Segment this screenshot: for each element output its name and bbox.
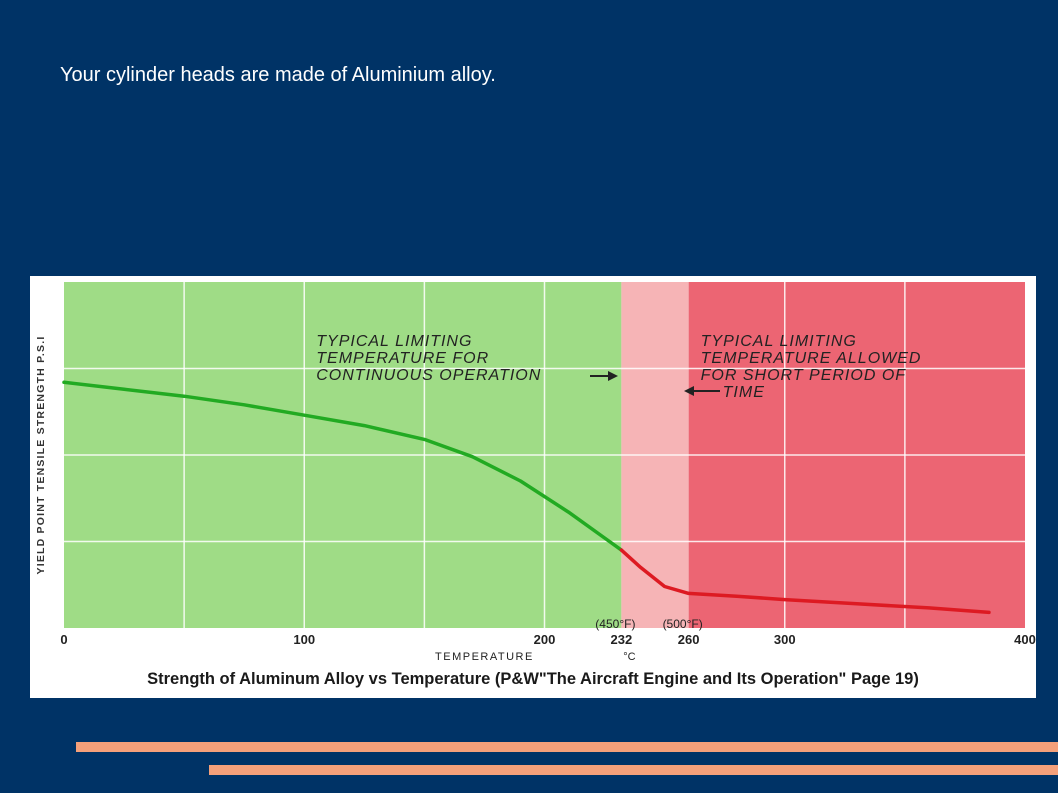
x-tick-label-0: 0 (60, 632, 67, 647)
accent-bar-bottom (209, 765, 1058, 775)
x-tick-label-400: 400 (1014, 632, 1036, 647)
chart-figure: TYPICAL LIMITING TEMPERATURE FOR CONTINUOU… (30, 276, 1036, 698)
chart-caption: Strength of Aluminum Alloy vs Temperatur… (147, 670, 919, 688)
x-axis-label: TEMPERATURE (435, 651, 534, 663)
x-axis-unit: °C (623, 651, 635, 663)
x-tick-label-100: 100 (293, 632, 315, 647)
fahrenheit-label-0: (450°F) (595, 617, 635, 631)
x-tick-label-260: 260 (678, 632, 700, 647)
series-line-1 (619, 548, 991, 615)
x-tick-label-232: 232 (611, 632, 633, 647)
annotation-0: TYPICAL LIMITING TEMPERATURE FOR CONTINUOU… (316, 333, 541, 384)
x-tick-label-300: 300 (774, 632, 796, 647)
slide-text: Your cylinder heads are made of Aluminiu… (60, 64, 496, 86)
annotation-arrowhead-0 (608, 371, 618, 381)
series-line-0 (62, 380, 624, 552)
annotation-arrowhead-1 (684, 386, 694, 396)
y-axis-label: YIELD POINT TENSILE STRENGTH P.S.I (35, 336, 47, 575)
fahrenheit-label-1: (500°F) (663, 617, 703, 631)
chart-svg: TYPICAL LIMITING TEMPERATURE FOR CONTINUOU… (35, 282, 1036, 688)
accent-bar-top (76, 742, 1058, 752)
annotation-1: TYPICAL LIMITING TEMPERATURE ALLOWED FOR S… (701, 333, 922, 401)
x-tick-label-200: 200 (534, 632, 556, 647)
